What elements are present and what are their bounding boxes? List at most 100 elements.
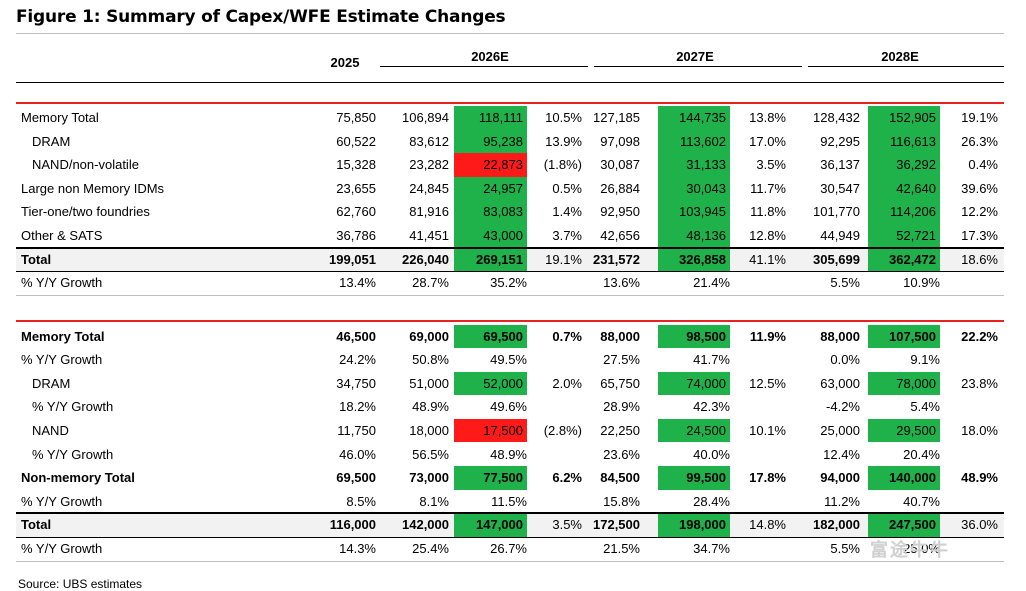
value-cell: 22,873 xyxy=(454,153,527,177)
table-row-non-memory-total: Non-memory Total 69,500 73,000 77,500 6.2% 84… xyxy=(16,466,1004,490)
value-cell: 42.3% xyxy=(693,399,730,415)
total-top-rule xyxy=(16,512,1004,515)
value-cell: 69,000 xyxy=(409,328,449,344)
row-label: Tier-one/two foundries xyxy=(21,204,150,220)
value-cell: 0.5% xyxy=(552,180,582,196)
value-cell: 15.8% xyxy=(603,493,640,509)
value-cell: 118,111 xyxy=(454,106,527,130)
value-cell: 74,000 xyxy=(658,371,730,396)
value-cell xyxy=(527,395,582,419)
value-cell: 92,295 xyxy=(820,133,860,149)
total-top-rule xyxy=(16,246,1004,249)
value-cell: 88,000 xyxy=(820,328,860,344)
value-cell xyxy=(527,490,582,514)
value-cell: 12.8% xyxy=(749,228,786,243)
value-cell: 42,640 xyxy=(868,176,940,201)
table-row-nand-non-volatile: NAND/non-volatile 15,328 23,282 22,873 (1.8%… xyxy=(16,153,1004,177)
header-bottom-rule xyxy=(16,82,1004,83)
value-cell: 362,472 xyxy=(868,247,940,272)
value-cell: 11,750 xyxy=(337,422,376,438)
table-row-total: Total 199,051 226,040 269,151 19.1% 231,572 32… xyxy=(16,247,1004,272)
row-label: % Y/Y Growth xyxy=(21,540,103,556)
value-cell: 31,133 xyxy=(658,153,730,177)
value-cell: 63,000 xyxy=(820,375,860,391)
value-cell: 94,000 xyxy=(820,470,860,486)
table-row-y-y-growth: % Y/Y Growth 13.4% 28.7% 35.2% 13.6% 21.4% 5.5… xyxy=(16,271,1004,295)
value-cell: 27.5% xyxy=(603,352,640,368)
value-cell: 65,750 xyxy=(600,375,640,391)
table-bottom-rule xyxy=(16,294,1004,296)
value-cell: 9.1% xyxy=(910,352,940,368)
table-row-y-y-growth: % Y/Y Growth 8.5% 8.1% 11.5% 15.8% 28.4% 11.2%… xyxy=(16,490,1004,514)
table-row-y-y-growth: % Y/Y Growth 24.2% 50.8% 49.5% 27.5% 41.7% 0.0… xyxy=(16,348,1004,372)
value-cell: 60,522 xyxy=(336,133,376,149)
value-cell: 103,945 xyxy=(658,200,730,224)
value-cell xyxy=(940,271,998,295)
total-bottom-rule xyxy=(16,536,1004,538)
value-cell: 182,000 xyxy=(813,517,860,533)
value-cell: 69,500 xyxy=(336,470,376,486)
value-cell: 8.5% xyxy=(346,493,376,509)
value-cell: 12.4% xyxy=(823,446,860,462)
value-cell: 40.7% xyxy=(903,493,940,509)
value-cell: 23.8% xyxy=(961,375,998,391)
value-cell: 101,770 xyxy=(813,204,860,220)
value-cell: 49.6% xyxy=(490,399,527,415)
value-cell: 114,206 xyxy=(868,200,940,224)
value-cell: 46.0% xyxy=(339,446,376,462)
row-label: Non-memory Total xyxy=(21,470,135,486)
table-row-nand: NAND 11,750 18,000 17,500 (2.8%) 22,250 24,500… xyxy=(16,418,1004,443)
value-cell: 88,000 xyxy=(600,328,640,344)
value-cell: 127,185 xyxy=(593,110,640,125)
value-cell: 3.5% xyxy=(552,517,582,533)
row-label: Large non Memory IDMs xyxy=(21,180,165,196)
value-cell: 23.6% xyxy=(603,446,640,462)
header-underline-2028 xyxy=(808,66,1004,67)
value-cell: 46,500 xyxy=(336,328,376,344)
row-label: Other & SATS xyxy=(21,228,103,243)
value-cell: 226,040 xyxy=(402,251,449,267)
value-cell xyxy=(730,271,786,295)
value-cell: 50.8% xyxy=(412,352,449,368)
header-2026e: 2026E xyxy=(471,49,509,64)
value-cell: 199,051 xyxy=(329,251,376,267)
table-row-y-y-growth: % Y/Y Growth 14.3% 25.4% 26.7% 21.5% 34.7% 5.5… xyxy=(16,537,1004,561)
value-cell: 17.3% xyxy=(961,228,998,243)
value-cell xyxy=(730,395,786,419)
value-cell: 73,000 xyxy=(409,470,449,486)
value-cell: 18.6% xyxy=(961,251,998,267)
value-cell: 326,858 xyxy=(658,247,730,272)
value-cell: 92,950 xyxy=(600,204,640,220)
value-cell: 14.8% xyxy=(749,517,786,533)
value-cell xyxy=(527,443,582,467)
table-row-tier-one-two-foundries: Tier-one/two foundries 62,760 81,916 83,083… xyxy=(16,200,1004,224)
row-label: NAND xyxy=(32,422,69,438)
table-row-memory-total: Memory Total 46,500 69,000 69,500 0.7% 88,000… xyxy=(16,324,1004,348)
value-cell: 11.5% xyxy=(491,493,527,509)
value-cell: 49.5% xyxy=(490,352,527,368)
header-underline-2026 xyxy=(380,66,588,67)
value-cell xyxy=(940,348,998,372)
value-cell: 52,721 xyxy=(868,224,940,248)
header-2028e: 2028E xyxy=(881,49,919,64)
value-cell: 231,572 xyxy=(593,251,640,267)
value-cell: 28.4% xyxy=(693,493,730,509)
value-cell: 30,087 xyxy=(600,157,640,173)
value-cell xyxy=(730,537,786,561)
value-cell: 116,613 xyxy=(868,129,940,154)
value-cell: 5.5% xyxy=(830,275,860,291)
value-cell: 81,916 xyxy=(409,204,449,220)
value-cell: 13.4% xyxy=(339,275,376,291)
row-label: Total xyxy=(21,517,52,533)
value-cell: 19.1% xyxy=(961,110,998,125)
value-cell: 140,000 xyxy=(868,466,940,490)
value-cell xyxy=(527,348,582,372)
row-label: DRAM xyxy=(32,133,71,149)
value-cell: 25.4% xyxy=(412,540,449,556)
value-cell: 5.5% xyxy=(830,540,860,556)
value-cell: 17,500 xyxy=(454,418,527,443)
value-cell xyxy=(730,490,786,514)
table-row-total: Total 116,000 142,000 147,000 3.5% 172,500 198… xyxy=(16,513,1004,537)
value-cell: -4.2% xyxy=(826,399,860,415)
value-cell: 11.7% xyxy=(750,180,786,196)
